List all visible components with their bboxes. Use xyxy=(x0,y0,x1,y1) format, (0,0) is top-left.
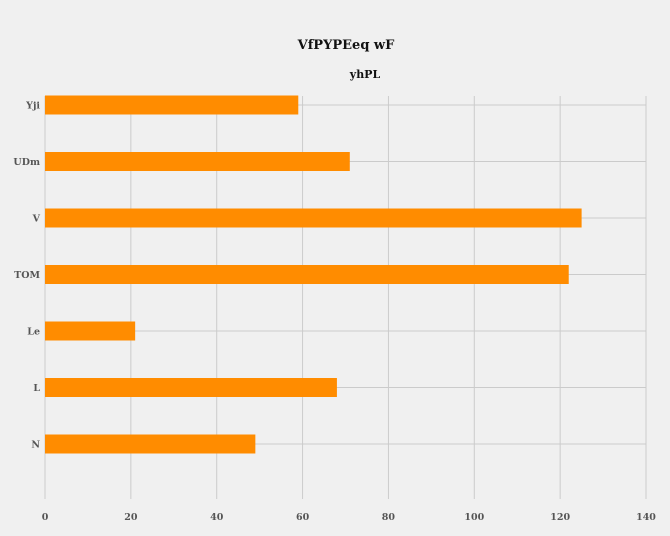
y-tick-label: V xyxy=(32,214,41,225)
y-tick-label: Yji xyxy=(25,101,40,112)
bar-l xyxy=(45,378,337,397)
chart-title: VfPYPEeq wF xyxy=(297,38,395,53)
y-tick-label: TOM xyxy=(14,270,40,281)
x-tick-label: 120 xyxy=(550,512,570,523)
bars xyxy=(45,95,582,454)
y-axis-labels: Yji UDm V TOM Le L N xyxy=(13,101,40,451)
bar-tom xyxy=(45,265,569,284)
x-tick-label: 40 xyxy=(210,512,224,523)
x-tick-label: 60 xyxy=(296,512,310,523)
bar-yji xyxy=(45,95,299,115)
y-tick-label: UDm xyxy=(13,157,40,168)
bar-n xyxy=(45,434,256,454)
bar-v xyxy=(45,208,582,228)
bar-le xyxy=(45,321,136,341)
x-tick-label: 100 xyxy=(464,512,484,523)
x-tick-label: 80 xyxy=(382,512,396,523)
x-tick-label: 20 xyxy=(124,512,138,523)
y-tick-label: N xyxy=(31,440,40,451)
x-tick-label: 140 xyxy=(636,512,656,523)
x-axis-labels: 0 20 40 60 80 100 120 140 xyxy=(42,512,657,523)
x-tick-label: 0 xyxy=(42,512,49,523)
y-tick-label: Le xyxy=(27,327,40,338)
y-tick-label: L xyxy=(33,383,40,394)
chart-subtitle: yhPL xyxy=(349,68,381,81)
bar-udm xyxy=(45,152,350,171)
